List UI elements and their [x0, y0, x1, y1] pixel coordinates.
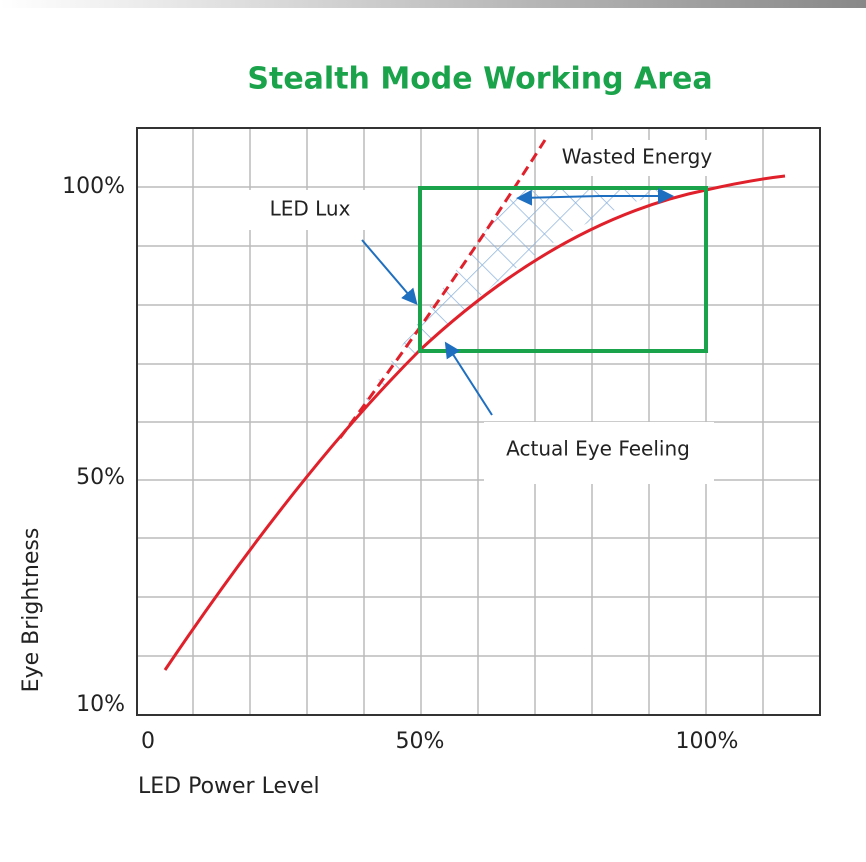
- eye-feeling-curve: [163, 174, 786, 671]
- label-bg: [540, 140, 732, 176]
- annotation: LED Lux: [270, 197, 351, 221]
- arrow: [444, 341, 493, 416]
- plot-frame: [136, 127, 821, 716]
- wasted-area: [345, 186, 690, 430]
- annotation: Wasted Energy: [562, 145, 713, 169]
- arrow: [361, 239, 418, 306]
- label-bg: [484, 422, 714, 484]
- working-area: [418, 186, 708, 353]
- label-bg: [240, 190, 380, 230]
- x-tick-label: 50%: [396, 729, 445, 754]
- x-tick-label: 0: [141, 729, 155, 754]
- grid: [137, 128, 820, 715]
- arrow: [516, 189, 601, 206]
- x-tick-label: 100%: [676, 729, 739, 754]
- y-tick-label: 100%: [62, 174, 125, 199]
- led-lux-curve: [338, 139, 547, 439]
- y-axis-label: Eye Brightness: [19, 528, 44, 693]
- annotation: Actual Eye Feeling: [506, 437, 690, 461]
- y-tick-label: 50%: [76, 465, 125, 490]
- x-axis-label: LED Power Level: [138, 774, 320, 799]
- top-bar: [0, 0, 866, 8]
- title: Stealth Mode Working Area: [247, 62, 712, 97]
- y-tick-label: 10%: [76, 692, 125, 717]
